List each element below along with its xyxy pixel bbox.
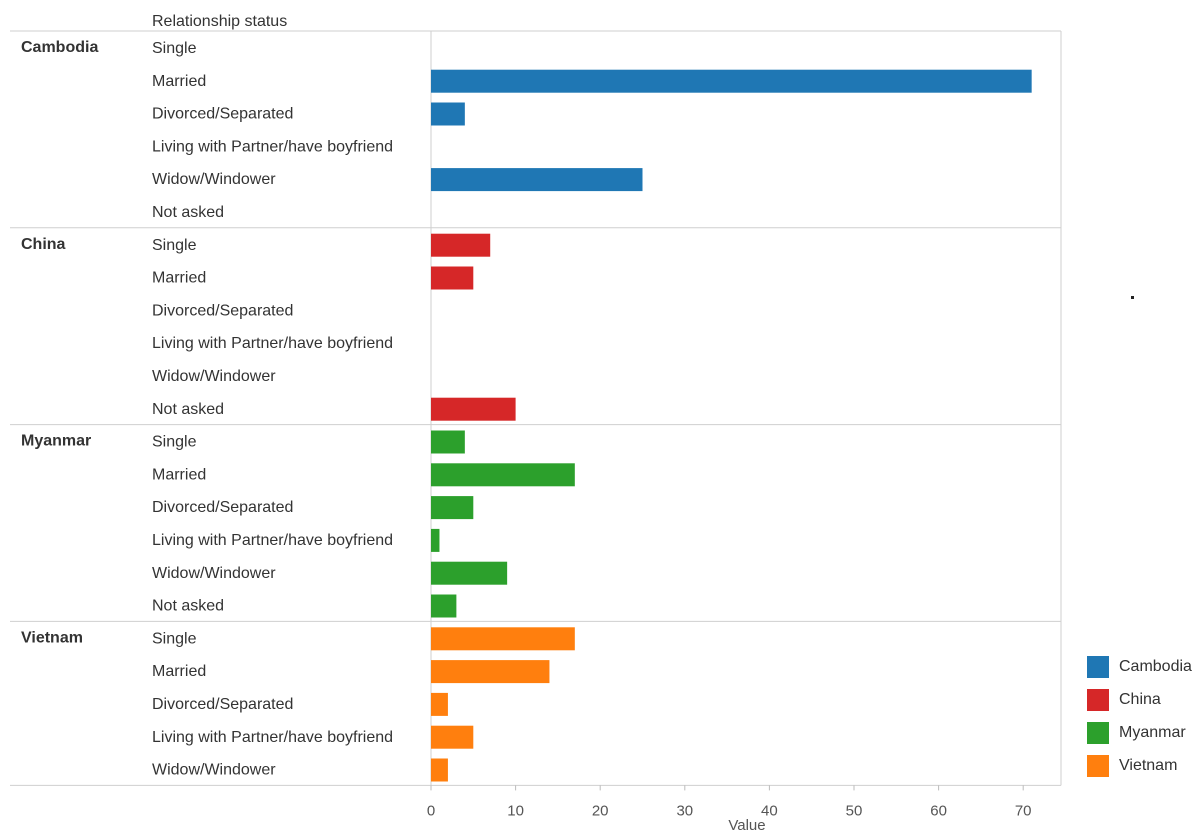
x-axis: 0 10 20 30 40 50 60 70 xyxy=(427,785,1032,819)
category-label: Divorced/Separated xyxy=(152,499,293,516)
country-label: Cambodia xyxy=(21,39,98,56)
tick-label: 20 xyxy=(592,802,609,819)
category-label: Single xyxy=(152,434,197,451)
category-label: Not asked xyxy=(152,598,224,615)
category-label: Living with Partner/have boyfriend xyxy=(152,729,393,746)
legend-swatch xyxy=(1087,755,1109,777)
bar xyxy=(431,561,508,585)
country-label: Vietnam xyxy=(21,629,83,646)
category-label: Married xyxy=(152,73,206,90)
bar xyxy=(431,496,474,520)
category-label: Widow/Windower xyxy=(152,762,276,779)
category-label: Divorced/Separated xyxy=(152,106,293,123)
panel-grid xyxy=(10,30,1062,786)
category-label: Single xyxy=(152,237,197,254)
legend-item: Cambodia xyxy=(1087,656,1192,689)
legend-item: Vietnam xyxy=(1087,755,1192,788)
legend-label: Vietnam xyxy=(1119,757,1178,774)
category-label: Married xyxy=(152,270,206,287)
category-label: Not asked xyxy=(152,401,224,418)
category-label: Widow/Windower xyxy=(152,565,276,582)
tick-label: 30 xyxy=(676,802,693,819)
bar xyxy=(431,266,474,290)
legend-item: China xyxy=(1087,689,1192,722)
legend-swatch xyxy=(1087,722,1109,744)
bar xyxy=(431,692,448,716)
bar xyxy=(431,594,457,618)
category-label: Single xyxy=(152,630,197,647)
bar xyxy=(431,69,1032,93)
legend-item: Myanmar xyxy=(1087,722,1192,755)
bar xyxy=(431,528,440,552)
tick-label: 70 xyxy=(1015,802,1032,819)
tick-label: 60 xyxy=(930,802,947,819)
row-labels: Cambodia Single Married Divorced/Separated L… xyxy=(21,39,393,779)
category-label: Divorced/Separated xyxy=(152,696,293,713)
bar xyxy=(431,627,575,651)
x-axis-title: Value xyxy=(728,817,765,833)
bar xyxy=(431,233,491,257)
category-label: Widow/Windower xyxy=(152,171,276,188)
legend-label: China xyxy=(1119,691,1161,708)
category-label: Married xyxy=(152,663,206,680)
bar xyxy=(431,463,575,487)
tick-label: 40 xyxy=(761,802,778,819)
category-label: Single xyxy=(152,40,197,57)
category-label: Living with Partner/have boyfriend xyxy=(152,532,393,549)
category-label: Divorced/Separated xyxy=(152,302,293,319)
legend: Cambodia China Myanmar Vietnam xyxy=(1087,656,1192,788)
legend-swatch xyxy=(1087,656,1109,678)
bar xyxy=(431,758,448,782)
bar xyxy=(431,725,474,749)
category-label: Married xyxy=(152,466,206,483)
country-label: Myanmar xyxy=(21,433,91,450)
tick-label: 0 xyxy=(427,802,435,819)
bar xyxy=(431,102,465,126)
bar xyxy=(431,660,550,684)
bar xyxy=(431,168,643,192)
country-label: China xyxy=(21,236,66,253)
legend-label: Cambodia xyxy=(1119,658,1192,675)
legend-swatch xyxy=(1087,689,1109,711)
tick-label: 50 xyxy=(846,802,863,819)
category-label: Living with Partner/have boyfriend xyxy=(152,335,393,352)
legend-label: Myanmar xyxy=(1119,724,1186,741)
tick-label: 10 xyxy=(507,802,524,819)
stray-dot xyxy=(1131,296,1134,299)
bar xyxy=(431,397,516,421)
bar xyxy=(431,430,465,454)
category-label: Not asked xyxy=(152,204,224,221)
column-header: Relationship status xyxy=(152,13,287,30)
category-label: Living with Partner/have boyfriend xyxy=(152,138,393,155)
bars xyxy=(431,69,1032,782)
category-label: Widow/Windower xyxy=(152,368,276,385)
